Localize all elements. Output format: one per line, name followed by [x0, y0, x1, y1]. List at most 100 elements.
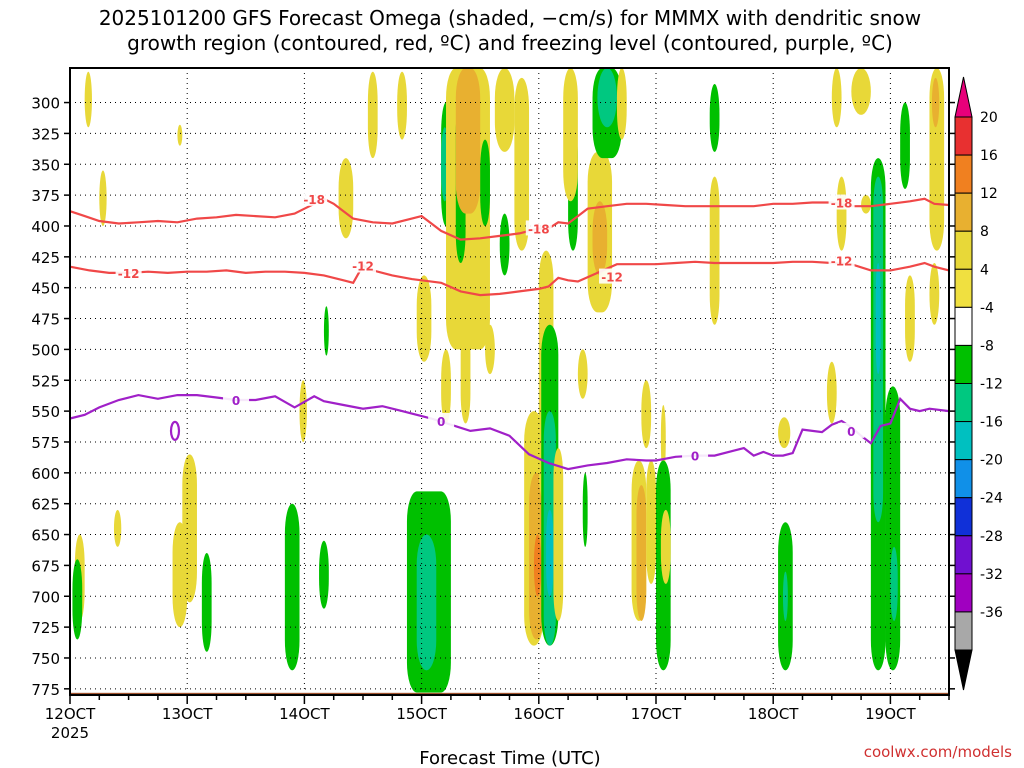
omega-region-60 — [778, 417, 791, 449]
contour-line--18C — [69, 197, 950, 241]
contour-label-bg-0C-0 — [223, 392, 250, 408]
y-tick-label-725: 725 — [31, 619, 60, 637]
y-tick-label-400: 400 — [31, 218, 60, 236]
omega-region-1 — [72, 559, 83, 640]
x-tick-label-18OCT: 18OCT — [748, 705, 799, 723]
contour-label-0C-2: 0 — [691, 450, 699, 464]
omega-region-57 — [709, 176, 720, 325]
colorbar-label-8: -16 — [980, 415, 1003, 431]
contour-label-bg-0C-3 — [838, 422, 865, 438]
contour-label--18C-1: -18 — [528, 222, 550, 236]
omega-region-74 — [851, 68, 871, 115]
omega-region-53 — [660, 404, 666, 473]
colorbar-label-13: -36 — [980, 605, 1003, 621]
ground-band — [70, 692, 949, 695]
contour-label-bg-0C-1 — [428, 412, 455, 428]
colorbar-swatch-10 — [954, 497, 973, 537]
omega-region-5 — [113, 509, 122, 547]
y-tick-label-575: 575 — [31, 434, 60, 452]
y-tick-label-525: 525 — [31, 372, 60, 390]
x-tick-label-17OCT: 17OCT — [631, 705, 682, 723]
omega-region-38 — [546, 509, 554, 597]
colorbar-swatch-1 — [954, 154, 973, 194]
x-axis-title: Forecast Time (UTC) — [419, 748, 600, 768]
y-tick-label-325: 325 — [31, 125, 60, 143]
omega-region-3 — [182, 454, 197, 603]
omega-region-15 — [397, 71, 407, 140]
omega-region-68 — [890, 546, 898, 621]
omega-region-6 — [84, 71, 92, 128]
y-tick-label-350: 350 — [31, 156, 60, 174]
omega-region-41 — [563, 68, 578, 202]
y-tick-label-700: 700 — [31, 588, 60, 606]
colorbar-swatch-2 — [954, 192, 973, 232]
colorbar-label-5: -4 — [980, 300, 994, 316]
omega-region-4 — [201, 553, 212, 652]
contour-label-bg--12C-3 — [828, 252, 855, 268]
y-tick-label-475: 475 — [31, 311, 60, 329]
y-tick-label-625: 625 — [31, 496, 60, 514]
omega-region-27 — [455, 68, 481, 214]
omega-region-67 — [885, 386, 901, 671]
colorbar-label-1: 16 — [980, 148, 998, 164]
contour-label-bg--18C-2 — [828, 194, 855, 210]
colorbar-swatch-5 — [954, 306, 973, 346]
omega-region-28 — [480, 139, 490, 226]
omega-region-16 — [416, 275, 432, 362]
contour-label--18C-0: -18 — [303, 193, 325, 207]
temperature-contours: -18 -18 -18 -12 -12 -12 -12 0 0 0 0 — [69, 190, 950, 471]
omega-region-39 — [553, 448, 564, 621]
contour-label-bg--18C-1 — [525, 220, 552, 236]
omega-region-69 — [900, 102, 910, 189]
omega-shading — [72, 68, 945, 693]
y-axis: 300 325 350 375 400 425 450 475 500 525 550 575 600 6… — [31, 95, 955, 699]
omega-region-73 — [929, 263, 940, 325]
contour-label--12C-3: -12 — [831, 255, 853, 269]
y-tick-label-550: 550 — [31, 403, 60, 421]
contour-label-0C-0: 0 — [232, 394, 240, 408]
contour-label-bg--12C-0 — [115, 264, 142, 280]
colorbar-label-9: -20 — [980, 453, 1003, 469]
omega-region-75 — [826, 361, 837, 424]
colorbar-swatch-0 — [954, 116, 973, 156]
colorbar-label-0: 20 — [980, 110, 998, 126]
omega-region-18 — [416, 534, 437, 671]
omega-region-66 — [875, 263, 881, 375]
y-tick-label-750: 750 — [31, 650, 60, 668]
credit-text: coolwx.com/models — [864, 743, 1012, 761]
contour-label--12C-2: -12 — [601, 271, 623, 285]
omega-region-25 — [485, 324, 495, 375]
omega-region-47 — [597, 68, 617, 128]
omega-region-51 — [646, 460, 656, 584]
y-tick-label-775: 775 — [31, 681, 60, 699]
x-tick-sublabel-2025: 2025 — [51, 724, 89, 742]
y-tick-label-675: 675 — [31, 557, 60, 575]
y-tick-label-375: 375 — [31, 187, 60, 205]
omega-region-13 — [338, 158, 354, 239]
chart-title-line-2: growth region (contoured, red, ºC) and f… — [127, 31, 893, 55]
colorbar-bottom-arrow — [954, 649, 973, 691]
colorbar-swatch-7 — [954, 383, 973, 423]
x-tick-label-16OCT: 16OCT — [514, 705, 565, 723]
chart-title-line-1: 2025101200 GFS Forecast Omega (shaded, −… — [99, 6, 921, 30]
omega-region-24 — [460, 324, 471, 424]
y-tick-label-600: 600 — [31, 465, 60, 483]
omega-region-10 — [319, 540, 329, 609]
omega-region-70 — [905, 275, 915, 362]
y-tick-label-450: 450 — [31, 280, 60, 298]
omega-region-7 — [99, 170, 107, 226]
x-tick-label-14OCT: 14OCT — [279, 705, 330, 723]
colorbar-label-3: 8 — [980, 224, 989, 240]
y-tick-label-500: 500 — [31, 341, 60, 359]
colorbar-swatch-6 — [954, 344, 973, 384]
colorbar-label-7: -12 — [980, 377, 1003, 393]
contour-line-0C — [69, 393, 950, 471]
x-tick-label-15OCT: 15OCT — [396, 705, 447, 723]
omega-region-42 — [577, 349, 588, 399]
contour-label--12C-1: -12 — [352, 259, 374, 273]
colorbar-label-10: -24 — [980, 491, 1003, 507]
colorbar-swatch-9 — [954, 459, 973, 499]
contour-label-0C-3: 0 — [847, 425, 855, 439]
omega-region-50 — [636, 485, 647, 621]
